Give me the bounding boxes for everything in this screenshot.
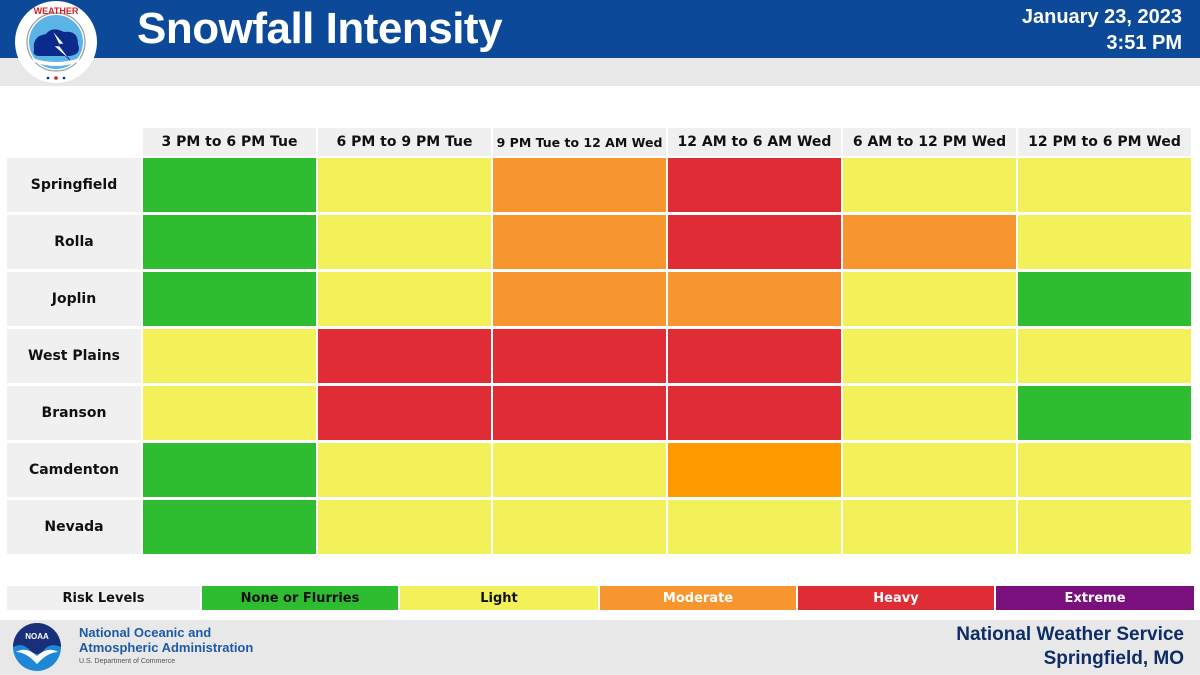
heatmap-cell (493, 443, 666, 497)
column-header: 3 PM to 6 PM Tue (143, 128, 316, 156)
legend-title: Risk Levels (7, 586, 200, 610)
heatmap-cell (143, 386, 316, 440)
nws-logo-icon: WEATHER (15, 1, 97, 83)
heatmap-cell (493, 158, 666, 212)
nws-logo-lettering: WEATHER (34, 6, 79, 16)
heatmap-cell (318, 215, 491, 269)
office-line1: National Weather Service (956, 624, 1184, 645)
heatmap-cell (843, 329, 1016, 383)
noaa-name-line2: Atmospheric Administration (79, 640, 254, 655)
timestamp: January 23, 2023 3:51 PM (1022, 4, 1182, 56)
heatmap-cell (493, 329, 666, 383)
heatmap-cell (1018, 272, 1191, 326)
column-header: 12 PM to 6 PM Wed (1018, 128, 1191, 156)
row-label: Nevada (7, 500, 141, 554)
heatmap-cell (493, 272, 666, 326)
heatmap-cell (1018, 443, 1191, 497)
row-label: West Plains (7, 329, 141, 383)
heatmap-cell (1018, 329, 1191, 383)
legend-item: Extreme (996, 586, 1194, 610)
date-text: January 23, 2023 (1021, 6, 1182, 28)
heatmap-cell (143, 329, 316, 383)
row-label: Springfield (7, 158, 141, 212)
office-name: National Weather Service Springfield, MO (956, 623, 1184, 671)
noaa-department: U.S. Department of Commerce (79, 658, 176, 665)
heatmap-cell (843, 386, 1016, 440)
heatmap-cell (843, 272, 1016, 326)
header-bar (0, 0, 1200, 58)
heatmap-cell (843, 443, 1016, 497)
column-header: 6 AM to 12 PM Wed (843, 128, 1016, 156)
heatmap-cell (668, 158, 841, 212)
heatmap-cell (668, 272, 841, 326)
heatmap-cell (318, 386, 491, 440)
column-header: 9 PM Tue to 12 AM Wed (493, 128, 666, 156)
heatmap-cell (493, 500, 666, 554)
legend: Risk Levels None or Flurries Light Moderate… (7, 586, 1194, 610)
heatmap-cell (668, 443, 841, 497)
legend-item: Light (400, 586, 598, 610)
legend-item: Heavy (798, 586, 994, 610)
legend-item: Moderate (600, 586, 796, 610)
heatmap-cell (1018, 158, 1191, 212)
noaa-logo-text: NOAA (25, 632, 49, 641)
noaa-logo-icon: NOAA (13, 623, 61, 671)
office-line2: Springfield, MO (1043, 648, 1184, 669)
heatmap-cell (318, 272, 491, 326)
heatmap-cell (1018, 500, 1191, 554)
heatmap-cell (143, 272, 316, 326)
heatmap-cell (1018, 215, 1191, 269)
heatmap-cell (143, 500, 316, 554)
time-text: 3:51 PM (1106, 32, 1182, 54)
footer-bar (0, 620, 1200, 675)
row-label: Camdenton (7, 443, 141, 497)
heatmap-cell (668, 215, 841, 269)
heatmap-cell (318, 500, 491, 554)
heatmap-cell (493, 386, 666, 440)
heatmap-cell (843, 158, 1016, 212)
heatmap-cell (843, 500, 1016, 554)
column-header: 12 AM to 6 AM Wed (668, 128, 841, 156)
row-label: Branson (7, 386, 141, 440)
page-title: Snowfall Intensity (137, 4, 503, 53)
row-label: Rolla (7, 215, 141, 269)
heatmap-cell (1018, 386, 1191, 440)
noaa-name: National Oceanic and Atmospheric Adminis… (79, 625, 253, 655)
column-header: 6 PM to 9 PM Tue (318, 128, 491, 156)
legend-item: None or Flurries (202, 586, 398, 610)
heatmap-cell (668, 329, 841, 383)
heatmap-cell (668, 500, 841, 554)
heatmap-cell (318, 158, 491, 212)
noaa-name-line1: National Oceanic and (79, 625, 212, 640)
heatmap-cell (843, 215, 1016, 269)
heatmap-cell (318, 443, 491, 497)
heatmap-cell (493, 215, 666, 269)
heatmap-cell (143, 443, 316, 497)
heatmap-cell (318, 329, 491, 383)
heatmap-cell (143, 158, 316, 212)
heatmap-cell (143, 215, 316, 269)
heatmap-cell (668, 386, 841, 440)
header-subband (0, 58, 1200, 86)
row-label: Joplin (7, 272, 141, 326)
